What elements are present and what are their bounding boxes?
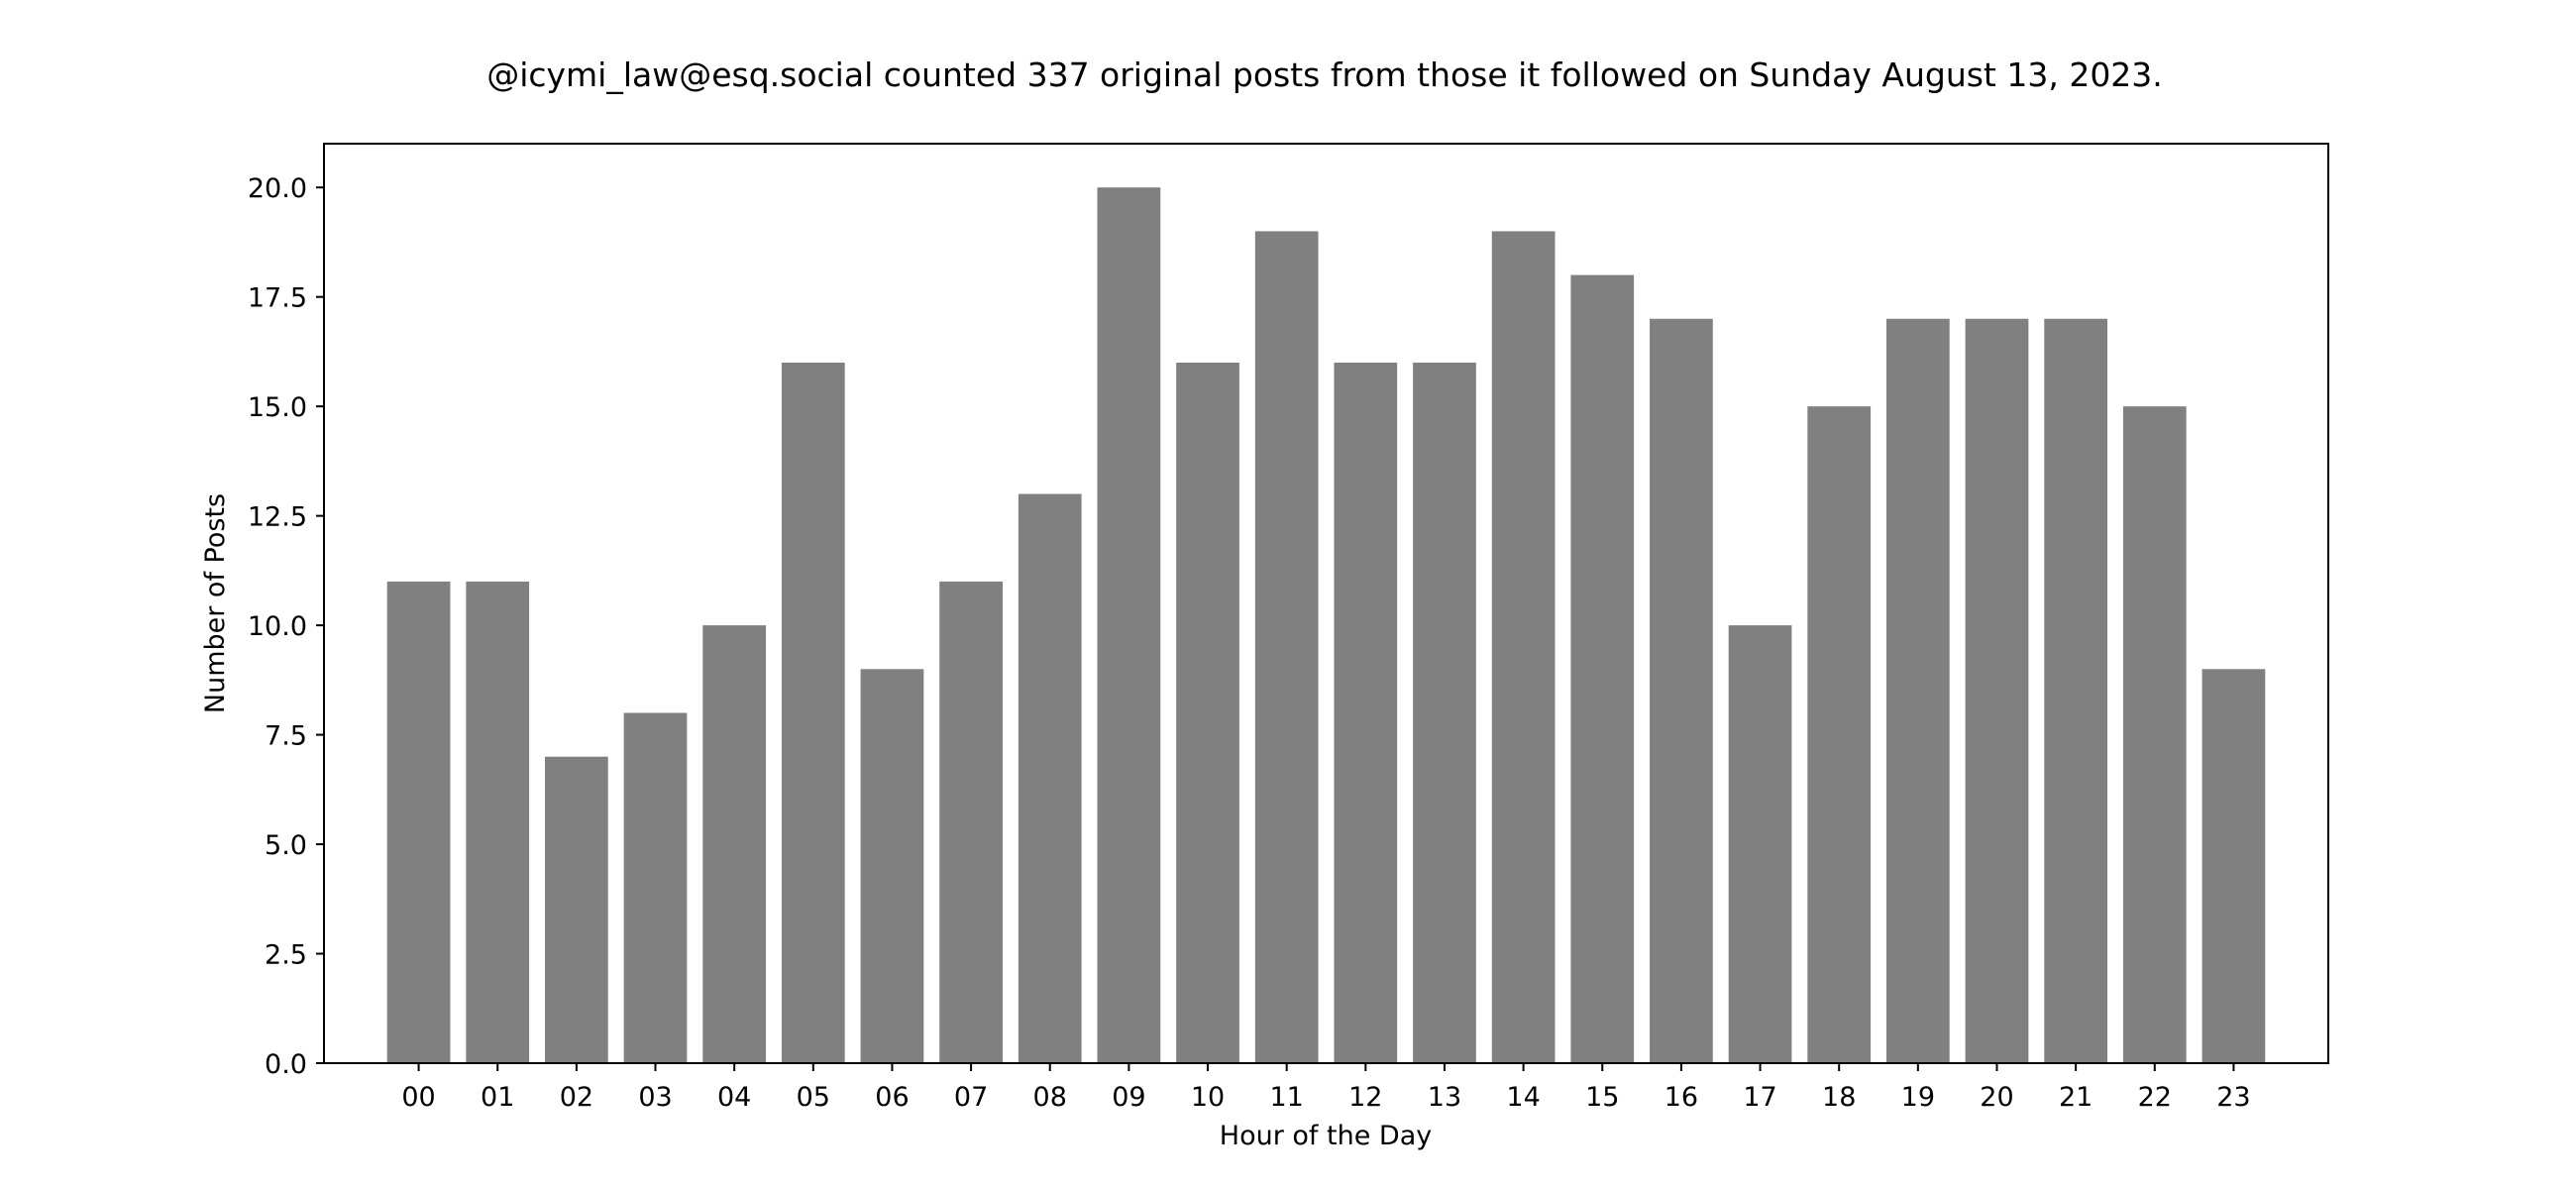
x-tick-label: 12 [1348, 1082, 1382, 1113]
x-tick-label: 21 [2059, 1082, 2093, 1113]
bar-20 [1965, 318, 2029, 1063]
y-tick-label: 17.5 [248, 283, 307, 314]
bars-layer [386, 187, 2266, 1063]
plot-frame [323, 143, 2329, 1064]
x-tick-label: 05 [797, 1082, 830, 1113]
x-tick-label: 18 [1822, 1082, 1856, 1113]
bar-11 [1254, 231, 1319, 1063]
x-tick-label: 09 [1112, 1082, 1145, 1113]
bar-19 [1885, 318, 1950, 1063]
bar-13 [1413, 362, 1476, 1063]
y-tick-label: 2.5 [265, 940, 307, 971]
bar-17 [1728, 625, 1792, 1063]
bar-10 [1176, 362, 1239, 1063]
y-tick-label: 10.0 [248, 611, 307, 642]
x-tick-label: 03 [638, 1082, 672, 1113]
bar-02 [545, 756, 608, 1063]
bar-21 [2044, 318, 2107, 1063]
x-tick-label: 16 [1664, 1082, 1698, 1113]
bar-14 [1491, 231, 1556, 1063]
x-tick-label: 08 [1033, 1082, 1067, 1113]
bar-15 [1570, 274, 1635, 1063]
y-tick-label: 7.5 [265, 721, 307, 752]
x-tick-label: 15 [1585, 1082, 1619, 1113]
y-axis-label: Number of Posts [200, 493, 231, 713]
x-tick-label: 22 [2138, 1082, 2172, 1113]
bar-09 [1097, 187, 1161, 1063]
x-axis-ticks: 00 01 02 03 04 05 06 07 08 09 10 11 12 13 14 15 16 17 18 19… [401, 1063, 2251, 1113]
bar-23 [2201, 669, 2266, 1063]
bar-18 [1807, 406, 1872, 1063]
x-axis-label: Hour of the Day [1220, 1121, 1432, 1151]
x-tick-label: 04 [717, 1082, 751, 1113]
y-tick-label: 12.5 [248, 502, 307, 533]
bar-00 [386, 581, 451, 1063]
x-tick-label: 23 [2216, 1082, 2250, 1113]
x-tick-label: 20 [1980, 1082, 2013, 1113]
x-tick-label: 13 [1428, 1082, 1461, 1113]
bar-07 [939, 581, 1003, 1063]
bar-04 [702, 625, 767, 1063]
y-axis-ticks: 0.0 2.5 5.0 7.5 10.0 12.5 15.0 17.5 20.0 [248, 173, 324, 1080]
x-tick-label: 19 [1901, 1082, 1935, 1113]
bar-08 [1018, 493, 1082, 1063]
x-tick-label: 01 [481, 1082, 514, 1113]
bar-12 [1334, 362, 1398, 1063]
x-tick-label: 00 [401, 1082, 435, 1113]
chart-title: @icymi_law@esq.social counted 337 origin… [486, 55, 2163, 94]
bar-03 [623, 712, 688, 1063]
x-tick-label: 17 [1743, 1082, 1776, 1113]
x-tick-label: 14 [1506, 1082, 1540, 1113]
bar-16 [1650, 318, 1713, 1063]
y-tick-label: 5.0 [265, 830, 307, 861]
bar-01 [466, 581, 530, 1063]
y-tick-label: 20.0 [248, 173, 307, 204]
bar-06 [860, 669, 924, 1063]
x-tick-label: 02 [560, 1082, 593, 1113]
bar-22 [2122, 406, 2187, 1063]
x-tick-label: 11 [1270, 1082, 1304, 1113]
bar-05 [781, 362, 845, 1063]
x-tick-label: 06 [875, 1082, 909, 1113]
y-tick-label: 15.0 [248, 392, 307, 423]
y-tick-label: 0.0 [265, 1049, 307, 1080]
x-tick-label: 10 [1191, 1082, 1225, 1113]
x-tick-label: 07 [954, 1082, 988, 1113]
